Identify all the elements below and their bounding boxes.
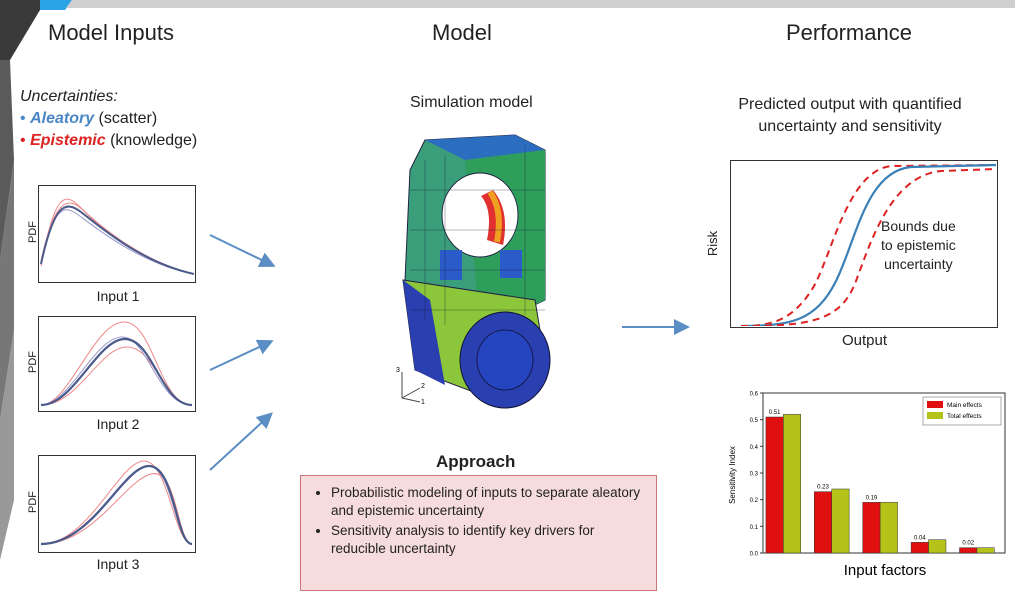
main-effects-bar [910, 542, 929, 554]
header-performance: Performance [786, 20, 912, 45]
uncertainties-title: Uncertainties: [20, 88, 118, 105]
y-tick-label: 0.3 [750, 472, 759, 478]
main-effects-bar [862, 502, 881, 554]
input-3-label: Input 3 [96, 556, 140, 572]
bounds-line: uncertainty [884, 256, 953, 272]
aleatory-label: Aleatory [30, 110, 95, 127]
total-effects-bar [928, 539, 947, 554]
data-label: 0.51 [769, 410, 781, 416]
y-tick-label: 0.0 [750, 552, 759, 558]
input-1-plot [38, 185, 196, 283]
simulation-model-title: Simulation model [410, 94, 533, 111]
header-model-inputs: Model Inputs [48, 20, 174, 45]
bounds-line: Bounds due [881, 218, 956, 234]
model-to-performance-arrow [622, 319, 690, 335]
arrow-icon [209, 234, 276, 267]
bounds-line: to epistemic [881, 237, 956, 253]
approach-item: Sensitivity analysis to identify key dri… [331, 522, 646, 558]
y-axis-label: Sensitivity Index [728, 446, 737, 504]
upper-bound-curve [740, 164, 997, 327]
axis-label: 2 [421, 383, 425, 390]
performance-subtitle: Predicted output with quantified uncerta… [705, 94, 995, 138]
bullet-dot: • [20, 132, 26, 149]
y-tick-label: 0.6 [750, 392, 759, 398]
performance-subtitle-line: uncertainty and sensitivity [758, 118, 942, 135]
epistemic-label: Epistemic [30, 132, 106, 149]
input-3-plot [38, 455, 196, 553]
main-effects-bar [959, 547, 978, 554]
approach-list: Probabilistic modeling of inputs to sepa… [313, 484, 646, 558]
data-label: 0.19 [866, 495, 878, 501]
legend-swatch [927, 412, 943, 419]
pdf-curves [40, 321, 193, 407]
header-model: Model [432, 20, 492, 45]
data-label: 0.23 [817, 485, 829, 491]
total-effects-bar [783, 414, 802, 554]
uncertainties-block: Uncertainties: • Aleatory (scatter) • Ep… [20, 86, 197, 152]
x-axis-label: Input factors [844, 562, 927, 579]
pdf-curves [40, 198, 195, 275]
legend-label: Main effects [947, 402, 983, 409]
aleatory-desc: (scatter) [94, 110, 158, 127]
axis-label: 1 [421, 399, 425, 406]
legend-label: Total effects [947, 413, 982, 420]
input-2-plot [38, 316, 196, 412]
input-1-label: Input 1 [96, 288, 140, 304]
approach-box: Probabilistic modeling of inputs to sepa… [300, 475, 657, 591]
output-axis-label: Output [842, 332, 888, 349]
sensitivity-bar-chart: 0.0 0.1 0.2 0.3 0.4 0.5 0.6 0.51 0.23 0.19 0.04 0.… [728, 392, 1006, 579]
axis-triad-icon: 3 2 1 [396, 367, 425, 406]
y-tick-label: 0.2 [750, 498, 759, 504]
total-effects-bar [831, 488, 850, 554]
main-effects-bar [814, 491, 832, 554]
data-label: 0.02 [962, 541, 974, 547]
performance-subtitle-line: Predicted output with quantified [738, 96, 962, 113]
total-effects-bar [976, 547, 995, 554]
arrow-icon [209, 412, 273, 471]
simulation-model-image [402, 134, 551, 409]
epistemic-desc: (knowledge) [105, 132, 198, 149]
pdf-curves [40, 460, 193, 546]
pdf-axis-label: PDF [27, 221, 39, 243]
arrow-icon [209, 339, 274, 371]
pdf-axis-label: PDF [27, 491, 39, 513]
legend-swatch [927, 401, 943, 408]
y-tick-label: 0.5 [750, 418, 759, 424]
axis-label: 3 [396, 367, 400, 374]
input-2-label: Input 2 [96, 416, 140, 432]
risk-curves [740, 163, 997, 328]
main-effects-bar [765, 416, 784, 554]
approach-title: Approach [436, 452, 516, 471]
bounds-annotation: Bounds due to epistemic uncertainty [881, 217, 956, 274]
risk-cdf-plot: Bounds due to epistemic uncertainty [730, 160, 998, 328]
total-effects-bar [879, 502, 898, 554]
data-label: 0.04 [914, 535, 926, 541]
y-tick-label: 0.1 [750, 525, 759, 531]
lower-bound-curve [740, 168, 997, 327]
nominal-curve [740, 163, 997, 328]
approach-item: Probabilistic modeling of inputs to sepa… [331, 484, 646, 520]
y-tick-label: 0.4 [750, 445, 759, 451]
input-arrows [209, 234, 276, 471]
pdf-axis-label: PDF [27, 351, 39, 373]
bullet-dot: • [20, 110, 26, 127]
risk-axis-label: Risk [705, 230, 721, 257]
